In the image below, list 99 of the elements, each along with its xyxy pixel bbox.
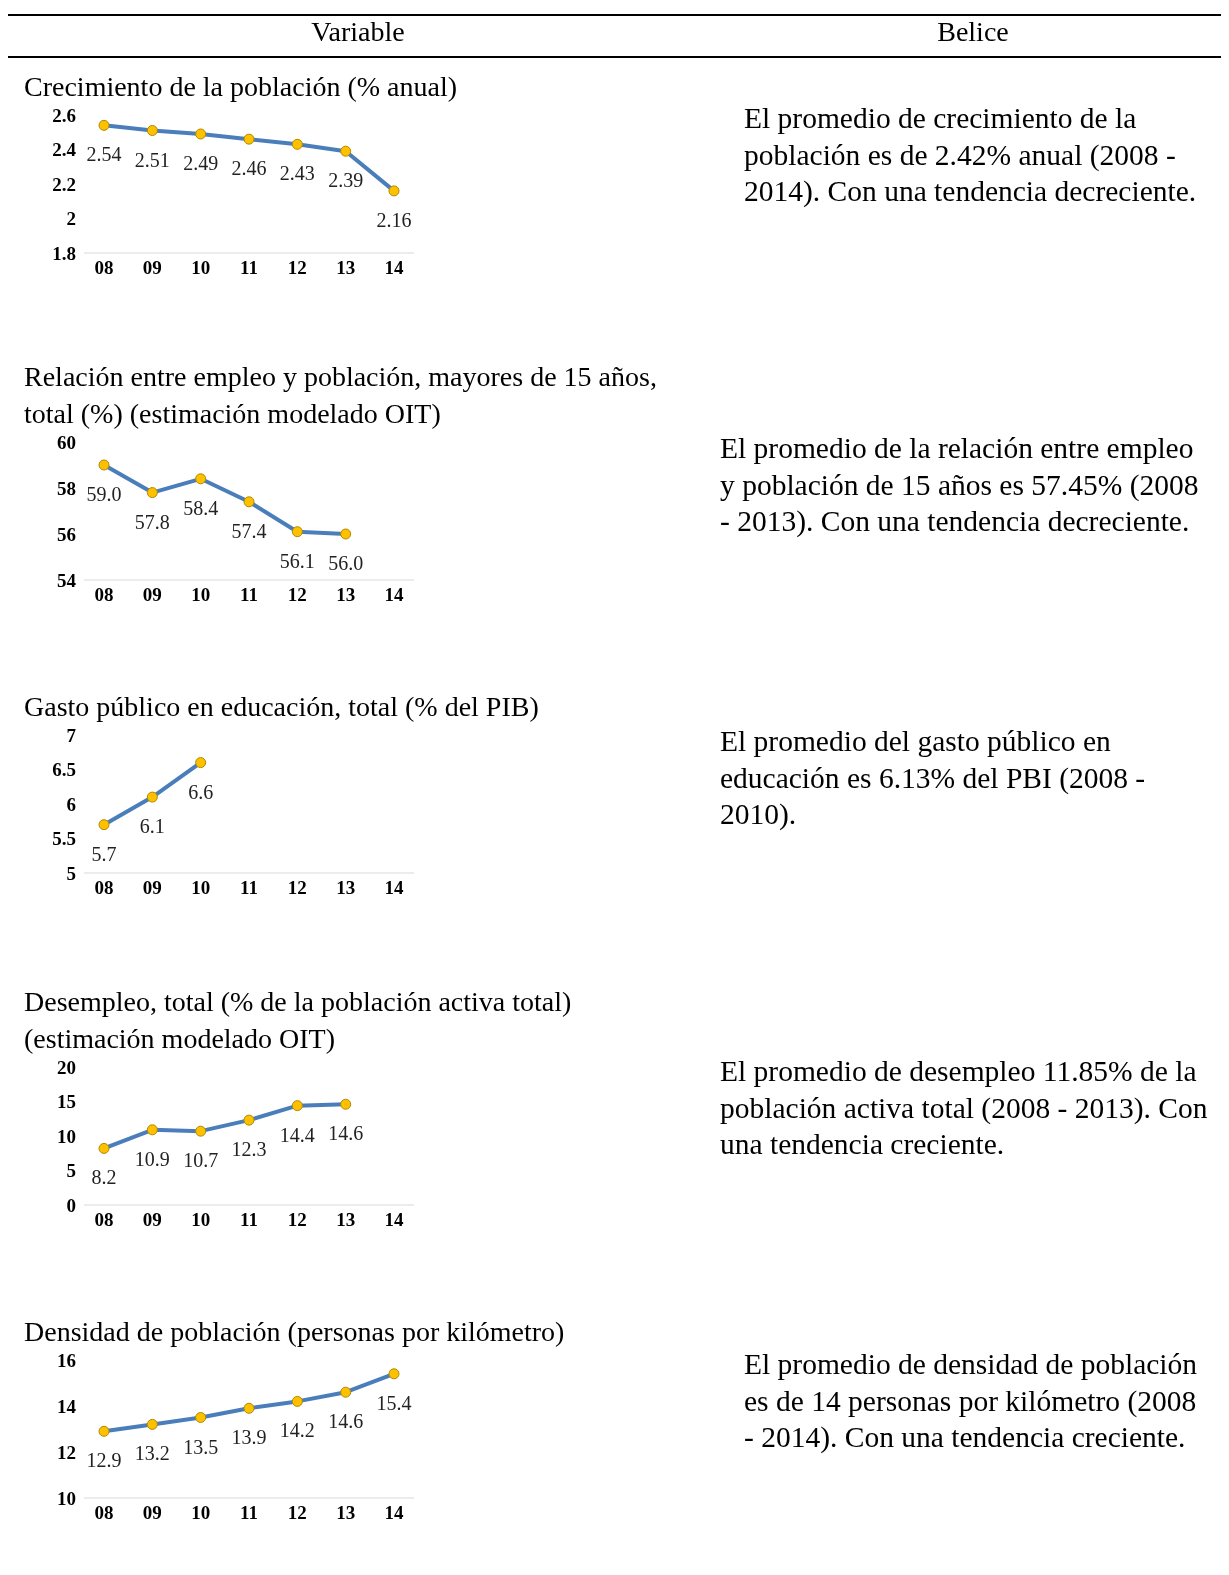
x-tick-label: 13 [336,877,356,899]
data-label: 2.49 [183,151,219,174]
data-label: 13.9 [231,1426,267,1449]
data-label: 6.1 [139,815,165,838]
x-tick-label: 12 [287,1502,307,1524]
data-label: 2.51 [134,148,170,171]
x-tick-label: 12 [287,257,307,279]
x-tick-label: 11 [240,1209,258,1231]
data-label: 6.6 [188,780,214,803]
x-tick-label: 09 [142,1502,162,1524]
y-tick-label: 20 [57,1056,76,1078]
x-tick-label: 10 [191,584,211,606]
x-tick-label: 10 [191,257,211,279]
y-tick-label: 54 [57,569,77,591]
data-label: 2.16 [376,208,412,231]
x-tick-label: 09 [142,877,162,899]
chart-title: Densidad de población (personas por kilómetro) [24,1315,566,1349]
data-label: 2.54 [86,143,122,166]
text: El promedio de densidad de población es de 14 personas por kilómetro (2008 - 2014). Con una tendencia creciente. [744,1347,1199,1455]
y-tick-label: 7 [66,724,77,746]
text: El promedio de crecimiento de la población es de 2.42% anual (2008 - 2014). Con una tendencia decreciente. [744,101,1198,209]
x-tick-label: 10 [191,1502,211,1524]
x-tick-label: 09 [142,584,162,606]
y-tick-label: 6.5 [52,759,76,781]
y-tick-label: 12 [57,1441,76,1463]
data-label: 2.39 [328,169,364,192]
y-tick-label: 10 [57,1125,76,1147]
y-tick-label: 2.6 [52,104,76,126]
x-tick-label: 13 [336,584,356,606]
y-tick-label: 15 [57,1091,76,1113]
x-tick-label: 14 [384,1502,404,1524]
data-label: 13.5 [183,1435,219,1458]
data-label: 57.8 [134,510,170,533]
x-tick-label: 08 [94,257,114,279]
y-tick-label: 0 [66,1194,76,1216]
x-tick-label: 08 [94,584,114,606]
text: Variable [310,16,406,48]
y-tick-label: 6 [66,793,76,815]
y-tick-label: 5 [66,1160,76,1182]
data-label: 59.0 [86,483,122,505]
y-tick-label: 1.8 [52,242,76,264]
y-tick-label: 58 [57,477,76,499]
data-label: 8.2 [91,1166,117,1189]
data-label: 14.6 [328,1410,364,1433]
x-tick-label: 14 [384,1209,404,1231]
text: El promedio del gasto público en educación es 6.13% del PBI (2008 - 2010). [720,724,1147,832]
chart-title: Gasto público en educación, total (% del PIB) [24,690,540,724]
x-tick-label: 14 [384,584,404,606]
x-tick-label: 09 [142,1209,162,1231]
y-tick-label: 2 [66,208,76,230]
x-tick-label: 14 [384,877,404,899]
data-label: 15.4 [376,1391,412,1414]
x-tick-label: 08 [94,1209,114,1231]
text: Belice [936,16,1010,48]
x-tick-label: 09 [142,257,162,279]
data-label: 13.2 [134,1442,170,1465]
data-label: 2.43 [279,162,315,185]
data-label: 10.9 [134,1147,170,1170]
x-tick-label: 11 [240,584,258,606]
data-label: 57.4 [231,519,267,542]
text: El promedio de desempleo 11.85% de la población activa total (2008 - 2013). Con una tendencia creciente. [720,1054,1208,1162]
x-tick-label: 08 [94,877,114,899]
y-tick-label: 60 [57,431,76,453]
x-tick-label: 11 [240,1502,258,1524]
x-tick-label: 12 [287,1209,307,1231]
y-tick-label: 5.5 [52,828,76,850]
data-label: 12.3 [231,1138,267,1161]
data-label: 56.0 [328,552,364,574]
data-label: 5.7 [91,842,117,865]
x-tick-label: 14 [384,257,404,279]
y-tick-label: 56 [57,523,76,545]
x-tick-label: 10 [191,877,211,899]
x-tick-label: 11 [240,877,258,899]
x-tick-label: 11 [240,257,258,279]
data-label: 14.2 [279,1419,315,1442]
chart-title: Relación entre empleo y población, mayores de 15 años, total (%) (estimación modelado OIT) [24,360,658,431]
text: El promedio de la relación entre empleo y población de 15 años es 57.45% (2008 - 2013). Con una tendencia decreciente. [720,431,1200,539]
x-tick-label: 12 [287,584,307,606]
data-label: 2.46 [231,157,267,180]
x-tick-label: 12 [287,877,307,899]
data-label: 14.4 [279,1123,315,1146]
y-tick-label: 16 [57,1349,76,1371]
y-tick-label: 10 [57,1487,76,1509]
x-tick-label: 13 [336,1209,356,1231]
chart-title: Crecimiento de la población (% anual) [24,70,459,104]
x-tick-label: 13 [336,257,356,279]
x-tick-label: 13 [336,1502,356,1524]
data-label: 12.9 [86,1449,122,1472]
data-label: 56.1 [279,549,315,572]
y-tick-label: 2.4 [52,139,77,161]
x-tick-label: 10 [191,1209,211,1231]
y-tick-label: 14 [57,1395,77,1417]
chart-title: Desempleo, total (% de la población activa total) (estimación modelado OIT) [24,985,573,1056]
data-label: 10.7 [183,1149,219,1172]
data-label: 58.4 [183,496,219,519]
data-label: 14.6 [328,1122,364,1145]
y-tick-label: 2.2 [52,173,76,195]
x-tick-label: 08 [94,1502,114,1524]
y-tick-label: 5 [66,862,76,884]
